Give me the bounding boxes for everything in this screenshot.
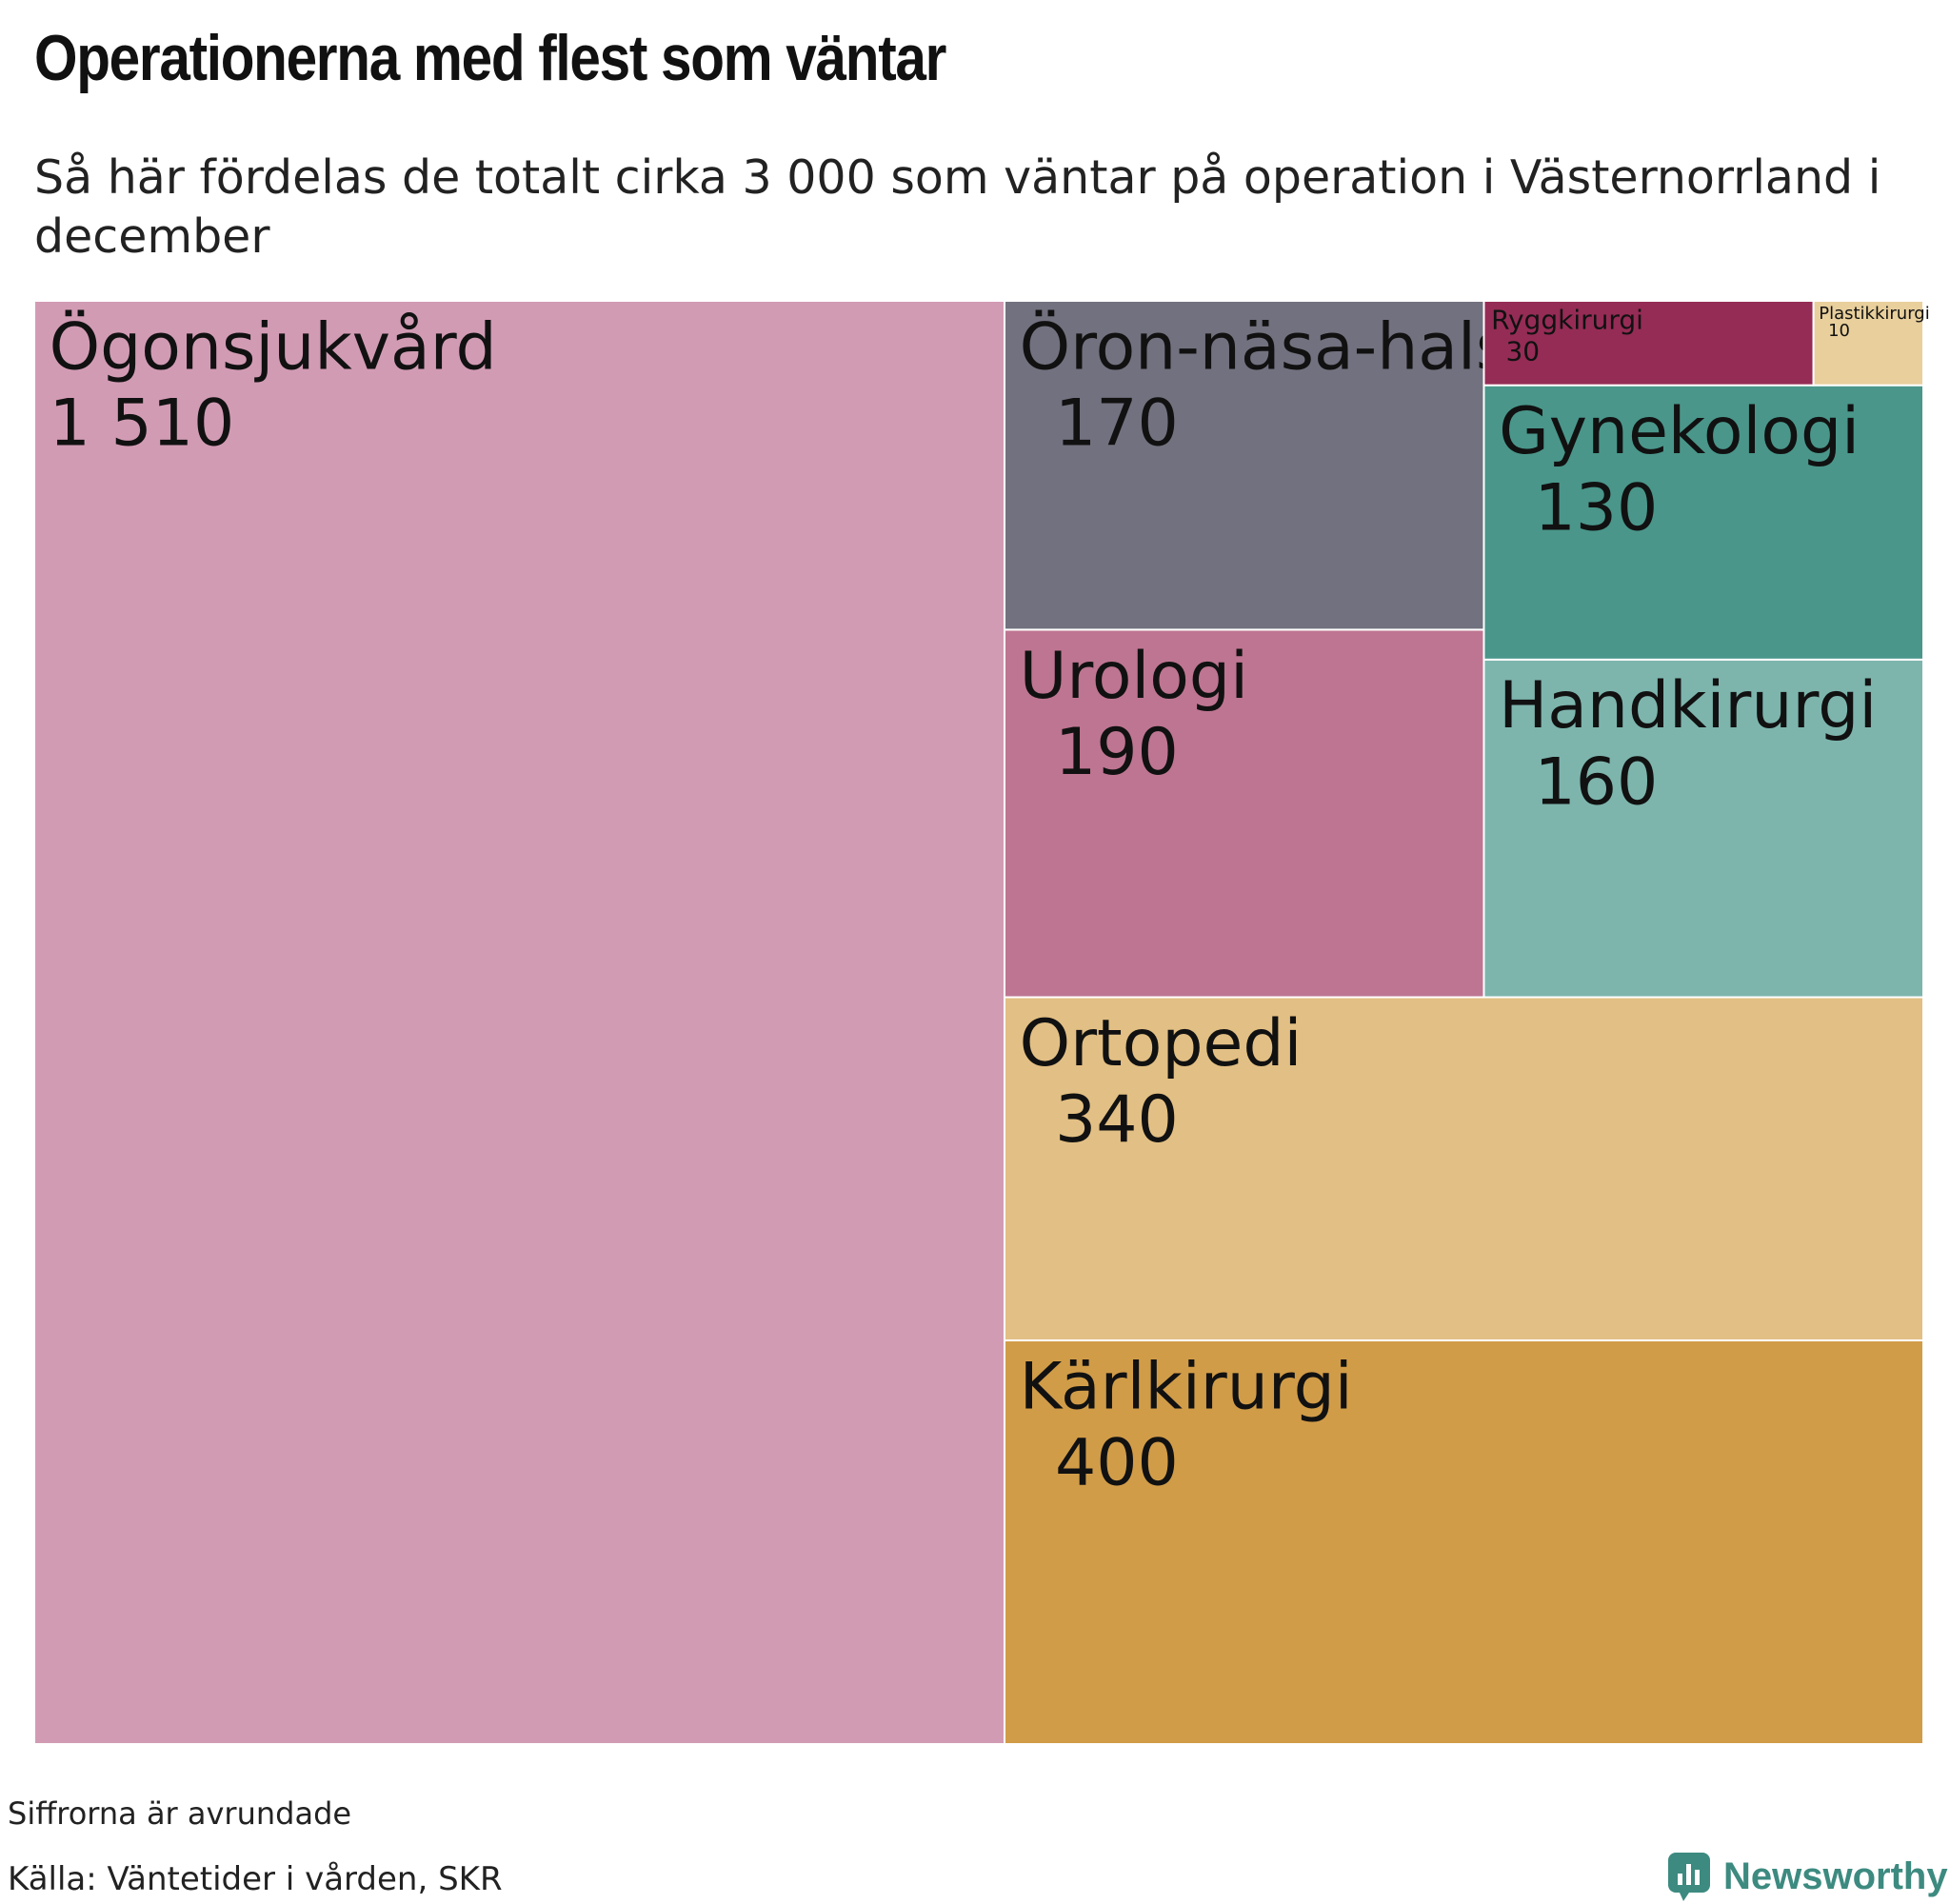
rounding-note: Siffrorna är avrundade [8,1795,352,1832]
treemap-label-ryggkirurgi: Ryggkirurgi [1491,304,1643,335]
source-note: Källa: Väntetider i vården, SKR [8,1860,503,1898]
treemap-value-karlkirurgi: 400 [1055,1426,1179,1501]
treemap-rect-urologi[interactable] [1003,628,1485,999]
chart-title: Operationerna med flest som väntar [34,22,946,94]
treemap-label-plastikkirurgi: Plastikkirurgi [1819,304,1930,324]
treemap-value-oron-nasa-hals: 170 [1055,387,1179,462]
treemap-label-oron-nasa-hals: Öron-näsa-hals [1020,309,1510,385]
treemap-rect-ortopedi[interactable] [1003,996,1924,1341]
treemap-label-ortopedi: Ortopedi [1020,1006,1303,1081]
treemap-rect-ryggkirurgi[interactable] [1482,300,1815,387]
chart-subtitle: Så här fördelas de totalt cirka 3 000 so… [34,150,1881,264]
treemap-value-ogonsjukvard: 1 510 [50,387,235,462]
treemap-rect-ogonsjukvard[interactable] [33,300,1005,1745]
treemap-value-plastikkirurgi: 10 [1828,321,1850,341]
treemap-value-gynekologi: 130 [1534,470,1658,545]
treemap-label-handkirurgi: Handkirurgi [1499,668,1877,744]
brand-logo: Newsworthy [1666,1851,1948,1902]
brand-name: Newsworthy [1723,1854,1948,1897]
treemap-rect-plastikkirurgi[interactable] [1812,300,1925,387]
treemap-rect-karlkirurgi[interactable] [1003,1339,1924,1746]
treemap-value-ortopedi: 340 [1055,1082,1179,1158]
treemap-label-gynekologi: Gynekologi [1499,394,1860,469]
treemap-label-karlkirurgi: Kärlkirurgi [1020,1349,1353,1424]
treemap-rect-gynekologi[interactable] [1482,384,1924,661]
treemap-value-handkirurgi: 160 [1534,744,1658,820]
newsworthy-logo-icon [1668,1853,1710,1901]
treemap-rect-oron-nasa-hals[interactable] [1003,300,1485,631]
treemap-value-urologi: 190 [1055,715,1179,790]
treemap-label-ogonsjukvard: Ögonsjukvård [50,309,497,385]
treemap-label-urologi: Urologi [1020,639,1248,714]
treemap-value-ryggkirurgi: 30 [1505,335,1540,367]
treemap-rect-handkirurgi[interactable] [1482,658,1924,999]
